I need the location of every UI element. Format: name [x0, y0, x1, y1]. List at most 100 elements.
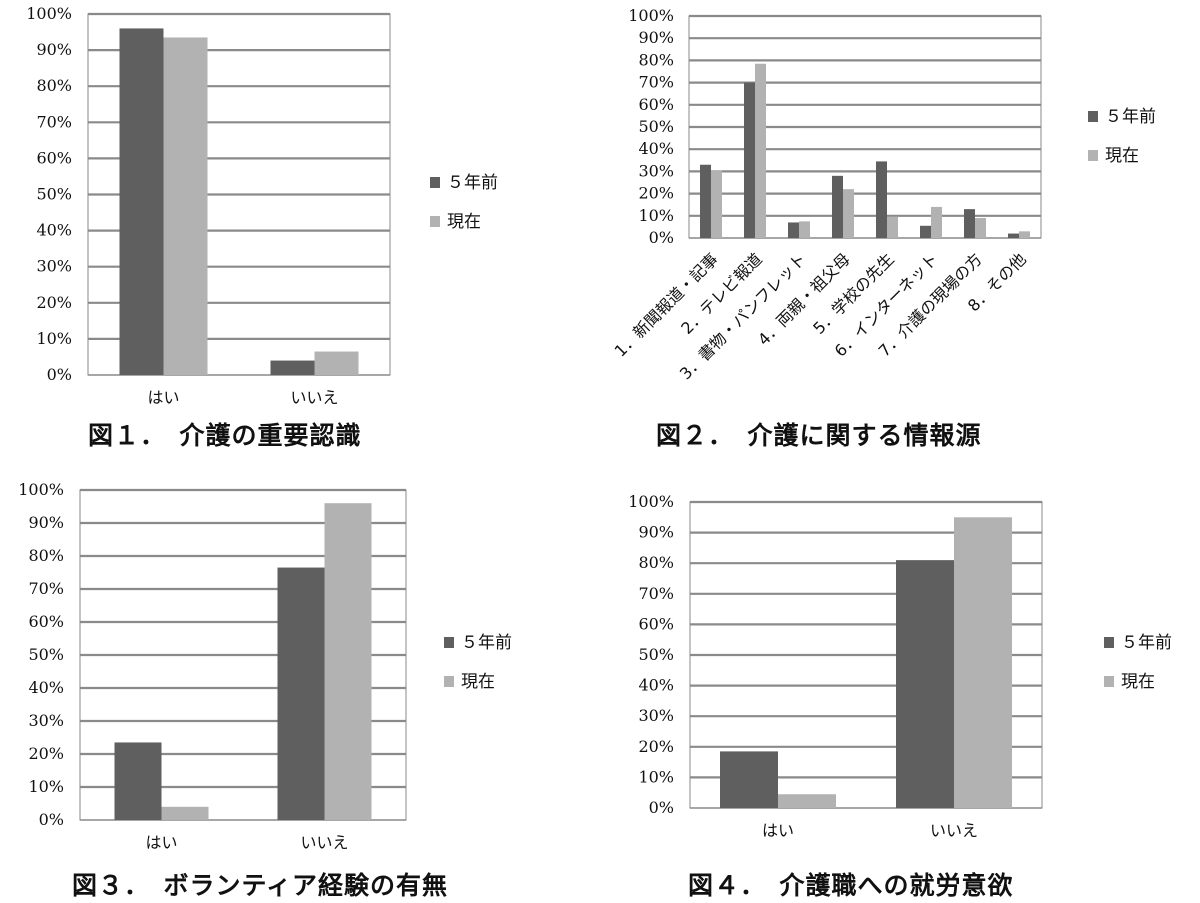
y-tick-label: 90% [638, 28, 674, 47]
bar-series-1 [1008, 233, 1019, 238]
legend-swatch [1088, 150, 1098, 161]
chart-2-svg: 0%10%20%30%40%50%60%70%80%90%100%1．新聞報道・… [611, 6, 1156, 383]
chart-3-svg: 0% 10% 20% 30% 40% 50% 60% 70% 80% 90% 100% はい いいえ ５年… [18, 480, 512, 852]
bar-series-2 [778, 794, 836, 808]
y-tick-label: 100% [628, 492, 674, 511]
bar-series-1 [114, 742, 162, 820]
y-tick-label: 40% [28, 678, 64, 697]
x-tick-label: はい [145, 833, 177, 852]
x-tick-label: はい [147, 388, 179, 407]
legend-swatch [444, 637, 454, 648]
y-tick-label: 70% [28, 579, 64, 598]
y-tick-label: 70% [638, 584, 674, 603]
y-tick-label: 100% [628, 6, 674, 25]
y-tick-label: 60% [36, 148, 72, 167]
y-tick-label: 30% [638, 706, 674, 725]
y-tick-label: 50% [28, 645, 64, 664]
chart-panel-4: 0% 10% 20% 30% 40% 50% 60% 70% 80% 90% 100% はい いいえ ５年… [600, 470, 1200, 903]
bar-series-2 [755, 63, 766, 239]
bar-series-1 [876, 161, 887, 238]
bar-series-1 [277, 567, 325, 820]
chart-panel-1: 0% 10% 20% 30% 40% 50% 60% 70% 80% 90% 100% はい いいえ ５年… [0, 0, 600, 452]
y-tick-label: 90% [36, 40, 72, 59]
y-tick-label: 0% [47, 365, 72, 384]
chart-2-caption: 図２． 介護に関する情報源 [656, 421, 982, 450]
bar-series-1 [119, 28, 164, 375]
y-tick-label: 0% [39, 810, 64, 829]
y-tick-label: 30% [638, 161, 674, 180]
bar-series-2 [161, 806, 209, 820]
bar-series-2 [843, 189, 854, 238]
y-tick-label: 40% [638, 676, 674, 695]
bar-series-1 [832, 175, 843, 238]
y-tick-label: 10% [36, 329, 72, 348]
legend-swatch [430, 216, 440, 227]
bar-series-2 [954, 517, 1012, 808]
bar-series-1 [744, 82, 755, 238]
bar-series-2 [314, 351, 359, 375]
bar-series-2 [324, 503, 372, 820]
x-tick-label: いいえ [300, 833, 348, 852]
y-tick-label: 90% [28, 513, 64, 532]
y-tick-label: 0% [649, 798, 674, 817]
legend-swatch [1104, 637, 1114, 648]
y-tick-label: 70% [638, 73, 674, 92]
chart-1-svg: 0% 10% 20% 30% 40% 50% 60% 70% 80% 90% 100% はい いいえ ５年… [26, 4, 498, 407]
y-tick-label: 40% [36, 221, 72, 240]
y-tick-label: 30% [28, 711, 64, 730]
y-tick-label: 20% [28, 744, 64, 763]
bar-series-2 [163, 37, 208, 376]
y-tick-label: 40% [638, 139, 674, 158]
chart-1-caption: 図１． 介護の重要認識 [88, 421, 362, 450]
y-tick-label: 10% [638, 206, 674, 225]
x-tick-label: はい [762, 821, 794, 840]
y-tick-label: 0% [649, 228, 674, 247]
y-tick-label: 100% [18, 480, 64, 499]
y-tick-label: 30% [36, 257, 72, 276]
legend-label: ５年前 [461, 633, 512, 653]
chart-panel-3: 0% 10% 20% 30% 40% 50% 60% 70% 80% 90% 100% はい いいえ ５年… [0, 470, 600, 903]
bar-series-2 [799, 221, 810, 238]
x-tick-label: いいえ [930, 821, 978, 840]
y-tick-label: 20% [638, 737, 674, 756]
bar-series-1 [896, 560, 954, 808]
bar-series-1 [788, 222, 799, 238]
y-tick-label: 60% [638, 614, 674, 633]
bar-series-2 [1019, 231, 1030, 238]
y-tick-label: 60% [28, 612, 64, 631]
y-tick-label: 20% [638, 184, 674, 203]
bar-series-2 [975, 218, 986, 238]
chart-4-caption: 図４． 介護職への就労意欲 [688, 871, 1014, 900]
chart-panel-2: 0% 10% 20% 30% 40% 50% 60% 70% 80% 90% 100% 1．新聞報道・… [600, 0, 1200, 452]
bar-series-2 [887, 216, 898, 238]
y-tick-label: 70% [36, 112, 72, 131]
y-tick-label: 50% [36, 185, 72, 204]
legend-swatch [430, 177, 440, 188]
legend-label: ５年前 [1121, 633, 1172, 653]
legend-label: ５年前 [1105, 107, 1156, 127]
bar-series-1 [964, 209, 975, 238]
chart-4-svg: 0% 10% 20% 30% 40% 50% 60% 70% 80% 90% 100% はい いいえ ５年… [628, 492, 1172, 840]
y-tick-label: 100% [26, 4, 72, 23]
bar-series-1 [700, 164, 711, 238]
y-tick-label: 80% [638, 553, 674, 572]
y-tick-label: 80% [28, 546, 64, 565]
legend-label: 現在 [1105, 146, 1139, 166]
legend-swatch [1088, 111, 1098, 122]
y-tick-label: 50% [638, 645, 674, 664]
legend-swatch [444, 676, 454, 687]
legend-label: 現在 [461, 672, 495, 692]
legend-label: ５年前 [447, 173, 498, 193]
y-tick-label: 60% [638, 95, 674, 114]
y-tick-label: 10% [638, 767, 674, 786]
y-tick-label: 80% [36, 76, 72, 95]
bar-series-2 [931, 206, 942, 238]
bar-series-1 [270, 360, 315, 375]
y-tick-label: 50% [638, 117, 674, 136]
bar-series-1 [920, 225, 931, 238]
y-tick-label: 90% [638, 523, 674, 542]
y-tick-label: 20% [36, 293, 72, 312]
legend-label: 現在 [1121, 672, 1155, 692]
chart-3-caption: 図３． ボランティア経験の有無 [72, 871, 449, 900]
bar-series-1 [720, 751, 778, 808]
